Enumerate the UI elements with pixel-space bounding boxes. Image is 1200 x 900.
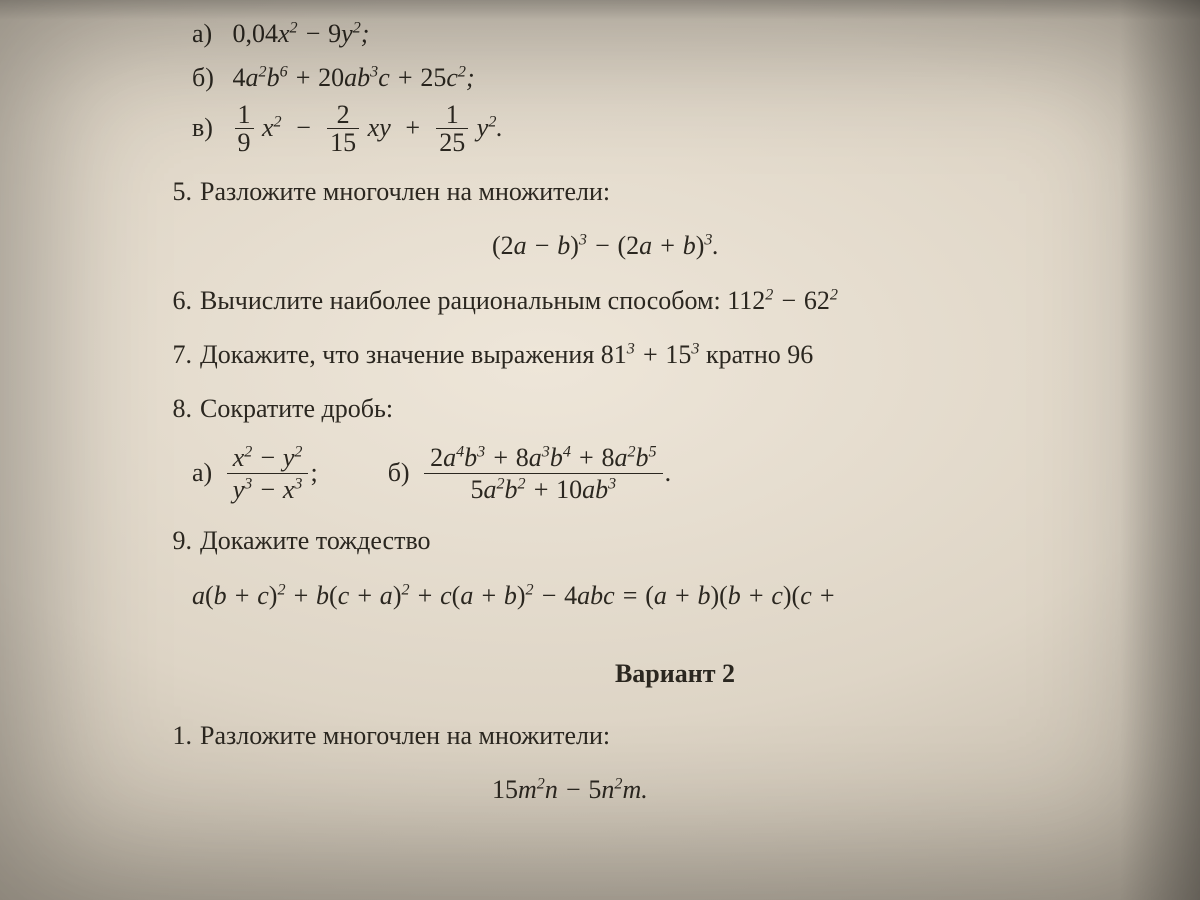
- expression: x2 − y2 y3 − x3 ;: [225, 458, 318, 487]
- variant-heading: Вариант 2: [150, 654, 1200, 694]
- problem-text: Сократите дробь:: [200, 389, 1200, 429]
- prev-sub-a: а) 0,04x2 − 9y2;: [192, 14, 1200, 54]
- sub-letter: б): [192, 58, 226, 98]
- frac-den: 25: [436, 129, 468, 156]
- problem-number: 1.: [150, 716, 200, 756]
- problem-text: Разложите многочлен на множители:: [200, 172, 1200, 212]
- v2-problem-1: 1. Разложите многочлен на множители:: [150, 716, 1200, 756]
- expression: (2a − b)3 − (2a + b)3.: [492, 231, 719, 260]
- problem-number: 6.: [150, 281, 200, 321]
- problem-text: Вычислите наиболее рациональным способом…: [200, 281, 1200, 321]
- prev-sub-b: б) 4a2b6 + 20ab3c + 25c2;: [192, 58, 1200, 98]
- problem-8-subs: а) x2 − y2 y3 − x3 ; б) 2a4b3 + 8a3b4 + …: [192, 444, 1200, 508]
- problem-7: 7. Докажите, что значение выражения 813 …: [150, 335, 1200, 375]
- frac-num: 2: [327, 101, 359, 129]
- problem-text: Докажите тождество: [200, 521, 1200, 561]
- problem-number: 9.: [150, 521, 200, 561]
- expression: 15m2n − 5n2m.: [492, 775, 648, 804]
- textbook-page: а) 0,04x2 − 9y2; б) 4a2b6 + 20ab3c + 25c…: [0, 0, 1200, 811]
- frac-num: 2a4b3 + 8a3b4 + 8a2b5: [424, 442, 662, 474]
- problem-9-expression: a(b + c)2 + b(c + a)2 + c(a + b)2 − 4abc…: [192, 576, 1200, 616]
- sub-letter: в): [192, 108, 226, 148]
- expression: 0,04x2 − 9y2;: [233, 19, 370, 48]
- frac-num: x2 − y2: [227, 442, 309, 474]
- problem-text: Докажите, что значение выражения 813 + 1…: [200, 335, 1200, 375]
- problem-6: 6. Вычислите наиболее рациональным спосо…: [150, 281, 1200, 321]
- sub-letter: а): [192, 14, 226, 54]
- frac-den: 15: [327, 129, 359, 156]
- expression: 2a4b3 + 8a3b4 + 8a2b5 5a2b2 + 10ab3 .: [422, 458, 671, 487]
- expression: a(b + c)2 + b(c + a)2 + c(a + b)2 − 4abc…: [192, 581, 836, 610]
- frac-num: 1: [235, 101, 254, 129]
- sub-letter: б): [388, 458, 410, 487]
- problem-5-expression: (2a − b)3 − (2a + b)3.: [192, 226, 1200, 266]
- problem-5: 5. Разложите многочлен на множители:: [150, 172, 1200, 212]
- problem-8b: б) 2a4b3 + 8a3b4 + 8a2b5 5a2b2 + 10ab3 .: [388, 444, 671, 508]
- frac-den: 9: [235, 129, 254, 156]
- expression: 19 x2 − 215 xy + 125 y2.: [233, 113, 503, 142]
- problem-number: 7.: [150, 335, 200, 375]
- frac-den: y3 − x3: [227, 474, 309, 505]
- problem-number: 5.: [150, 172, 200, 212]
- expression: 4a2b6 + 20ab3c + 25c2;: [233, 63, 475, 92]
- frac-num: 1: [436, 101, 468, 129]
- prev-sub-v: в) 19 x2 − 215 xy + 125 y2.: [192, 103, 1200, 159]
- problem-number: 8.: [150, 389, 200, 429]
- frac-den: 5a2b2 + 10ab3: [424, 474, 662, 505]
- problem-8a: а) x2 − y2 y3 − x3 ;: [192, 444, 318, 508]
- problem-8: 8. Сократите дробь:: [150, 389, 1200, 429]
- v2-problem-1-expression: 15m2n − 5n2m.: [192, 770, 1200, 810]
- punct: .: [665, 458, 672, 487]
- punct: ;: [310, 458, 317, 487]
- problem-text: Разложите многочлен на множители:: [200, 716, 1200, 756]
- sub-letter: а): [192, 458, 212, 487]
- problem-9: 9. Докажите тождество: [150, 521, 1200, 561]
